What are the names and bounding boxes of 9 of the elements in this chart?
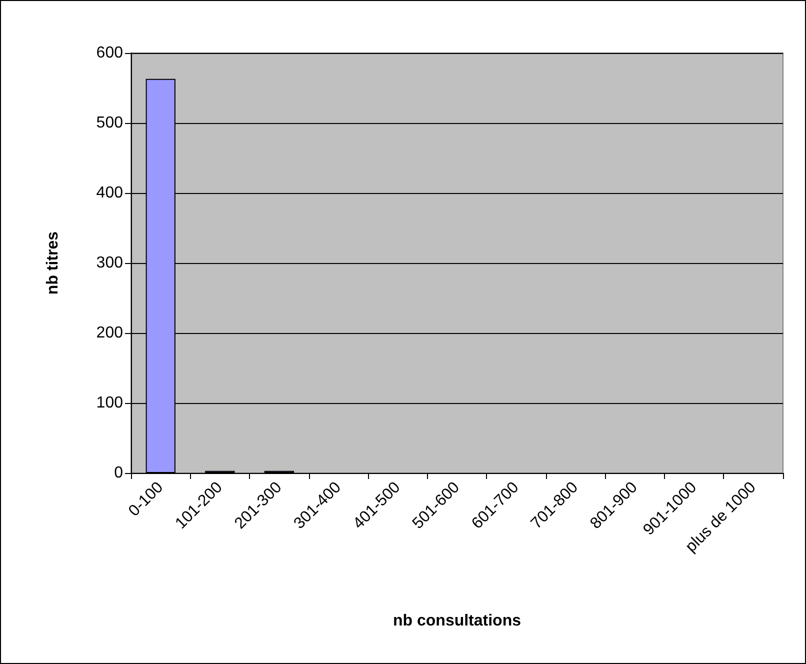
x-axis-title: nb consultations — [393, 612, 522, 630]
y-tick-label: 0 — [114, 464, 124, 482]
y-tick-label: 600 — [96, 44, 124, 62]
y-tick-label: 400 — [96, 184, 124, 202]
y-tick-label: 100 — [96, 394, 124, 412]
y-tick-label: 500 — [96, 114, 124, 132]
y-axis-title: nb titres — [44, 231, 62, 295]
y-tick-label: 200 — [96, 324, 124, 342]
y-tick-label: 300 — [96, 254, 124, 272]
